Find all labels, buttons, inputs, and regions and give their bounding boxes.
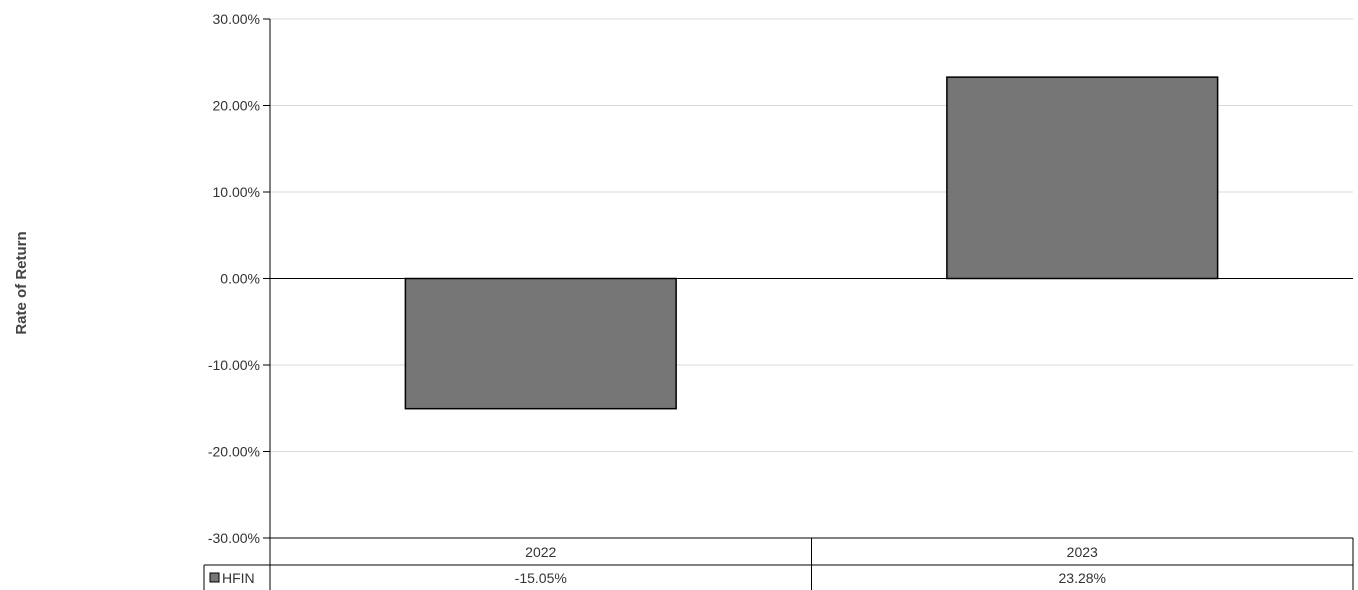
bar-2023 <box>946 76 1219 280</box>
data-label: 23.28% <box>1059 570 1106 586</box>
legend-series-name: HFIN <box>222 570 255 586</box>
y-tick-label: 0.00% <box>220 271 260 287</box>
bar-2022 <box>404 277 677 410</box>
data-label: -15.05% <box>515 570 567 586</box>
y-tick-label: -10.00% <box>208 357 260 373</box>
y-tick-label: 20.00% <box>213 98 260 114</box>
x-category-label: 2023 <box>1067 544 1098 560</box>
y-tick-label: 30.00% <box>213 11 260 27</box>
bars <box>404 76 1219 410</box>
axes <box>269 19 1353 590</box>
y-tick-label: -30.00% <box>208 530 260 546</box>
y-axis-label: Rate of Return <box>13 231 30 334</box>
x-category-label: 2022 <box>525 544 556 560</box>
data-table: 2022 2023 -15.05% 23.28% HFIN <box>203 537 1354 590</box>
y-tick-label: 10.00% <box>213 184 260 200</box>
y-axis-ticks: 30.00% 20.00% 10.00% 0.00% -10.00% -20.00% -30… <box>208 11 270 546</box>
legend-swatch <box>209 572 220 583</box>
y-tick-label: -20.00% <box>208 444 260 460</box>
